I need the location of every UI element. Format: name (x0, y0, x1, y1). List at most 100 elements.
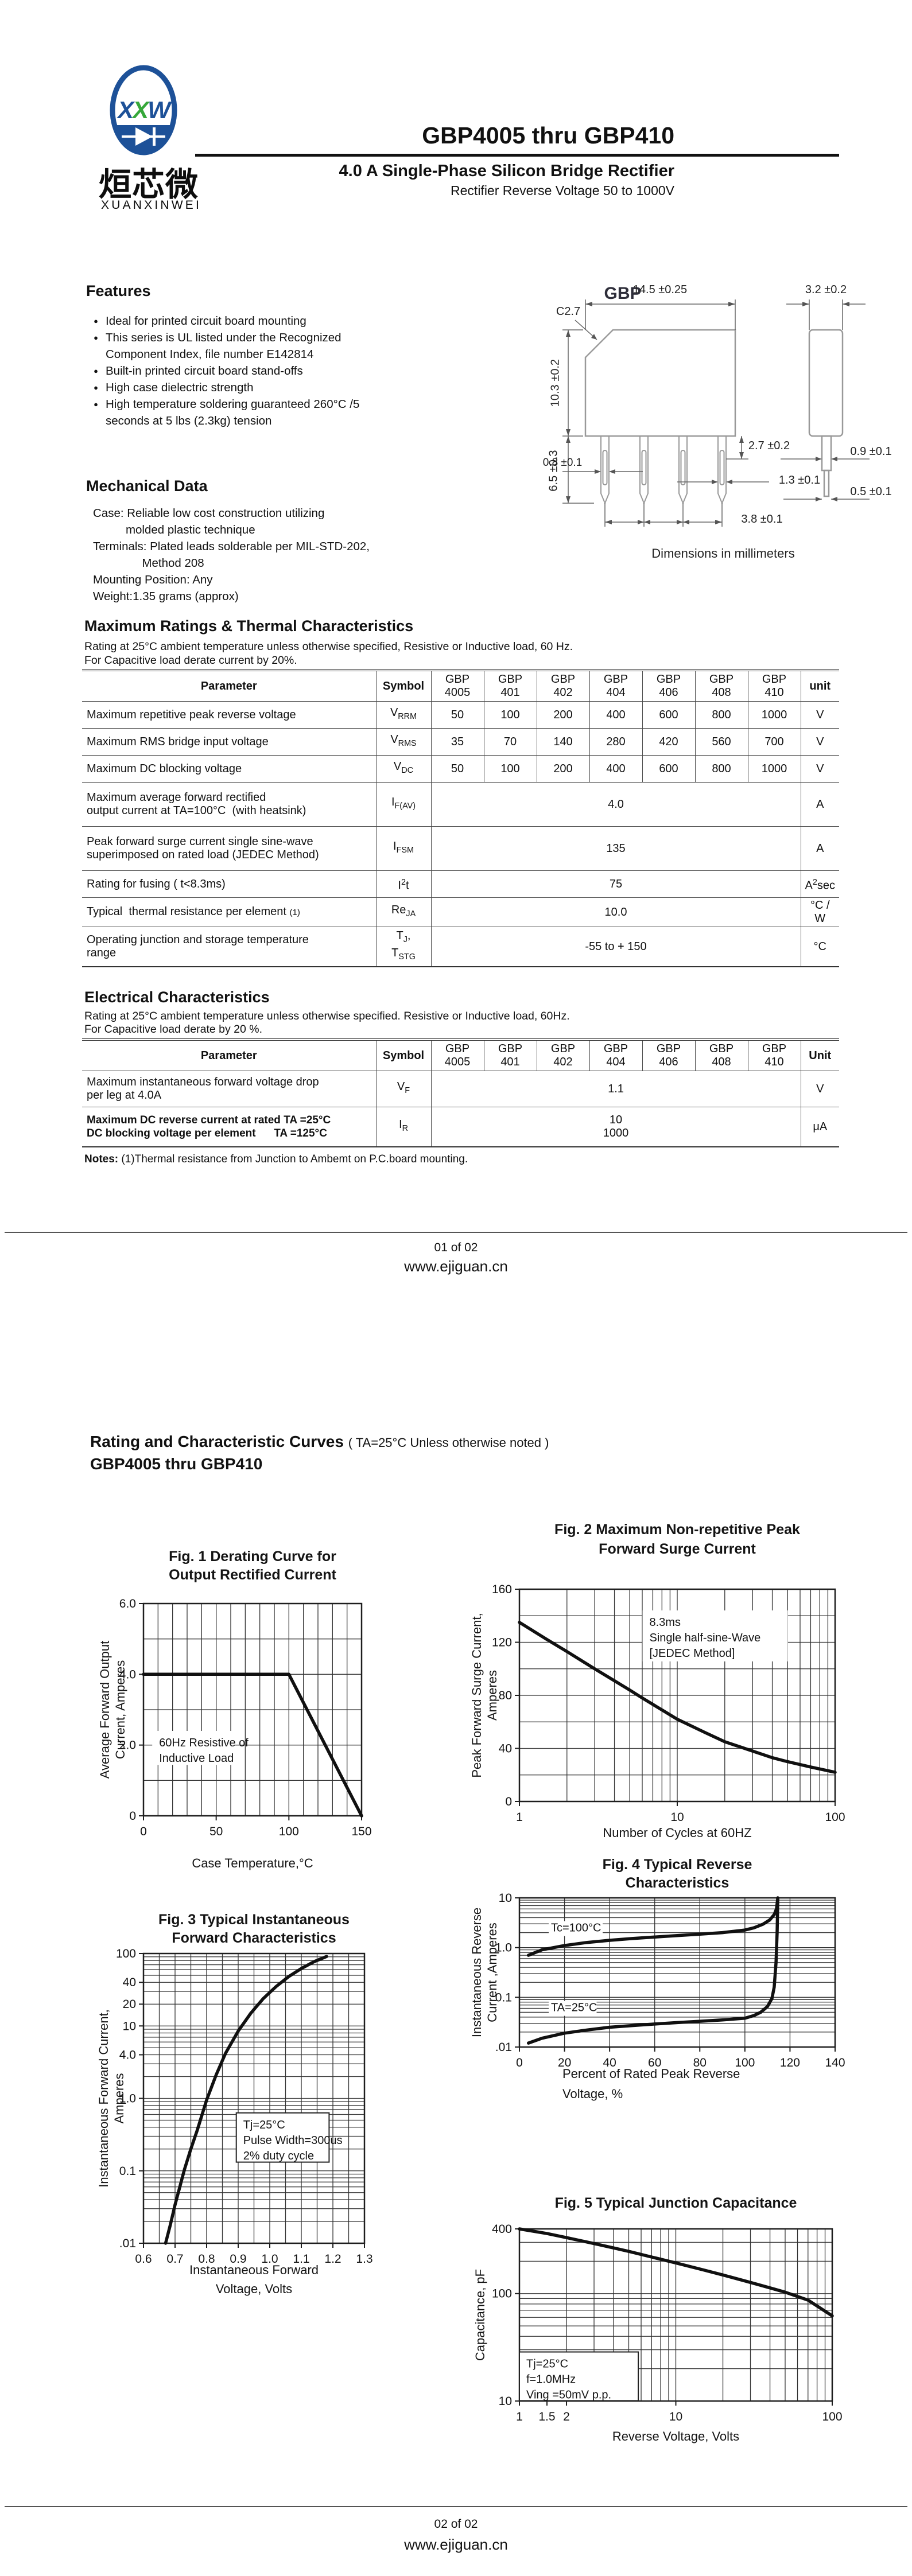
front-view-leads (600, 436, 727, 505)
tick-labels: 1 10 100 0 40 80 120 160 (492, 1583, 845, 1824)
x-tick-label: 0.6 (135, 2252, 152, 2266)
annotation-line: Tj=25°C (243, 2119, 285, 2131)
x-tick-label: 1.5 (538, 2410, 555, 2423)
feature-item: ● Built-in printed circuit board stand-of… (86, 363, 488, 379)
table-cell: VRMS (375, 728, 432, 756)
table-cell: V (800, 728, 839, 756)
table-cell: 400 (589, 701, 643, 729)
y-tick-label: 6.0 (119, 1597, 136, 1610)
annotation-line: Ving =50mV p.p. (526, 2389, 611, 2402)
col-header: GBP 402 (536, 1039, 590, 1071)
grid (143, 1954, 364, 2243)
page-number-2: 02 of 02 (434, 2517, 478, 2531)
x-axis-label: Instantaneous Forward (189, 2263, 319, 2277)
feature-item: ● Ideal for printed circuit board mountin… (86, 313, 488, 329)
page-subtitle: 4.0 A Single-Phase Silicon Bridge Rectif… (339, 162, 674, 180)
annotation-line: 8.3ms (650, 1616, 681, 1629)
x-tick-label: 140 (825, 2056, 845, 2069)
x-tick-label: 2 (563, 2410, 570, 2423)
table-cell: 600 (642, 755, 696, 783)
table-cell: V (800, 701, 839, 729)
table-cell: 135 (430, 826, 801, 871)
grid (143, 1604, 362, 1816)
dim-side-tip: 0.5 ±0.1 (850, 485, 892, 498)
table-cell: 800 (694, 755, 748, 783)
x-tick-label: 1 (516, 2410, 523, 2423)
electrical-table: Parameter Symbol GBP 4005 GBP 401 GBP 402 GBP 404… (82, 1038, 839, 1147)
dim-pitch: 3.8 ±0.1 (741, 513, 783, 526)
table-cell: -55 to + 150 (430, 927, 801, 967)
dim-side-width: 3.2 ±0.2 (805, 283, 847, 296)
y-tick-label: .01 (119, 2237, 136, 2250)
page-number-1: 01 of 02 (434, 1241, 478, 1254)
table-row: Maximum DC reverse current at rated TA =… (82, 1107, 839, 1147)
curves-heading-line2: GBP4005 thru GBP410 (90, 1455, 263, 1473)
table-cell: Maximum DC blocking voltage (82, 755, 377, 783)
series-label-bg (549, 2001, 597, 2016)
table-notes: Notes: (1)Thermal resistance from Juncti… (84, 1153, 842, 1166)
annotation-box (519, 2351, 639, 2402)
y-axis-label: Current ,Amperes (485, 1923, 499, 2022)
max-ratings-heading: Maximum Ratings & Thermal Characteristic… (84, 617, 414, 635)
y-axis-label: Current, Amperes (113, 1660, 127, 1759)
footer-rule-2 (5, 2506, 907, 2507)
table-row: Operating junction and storage temperatu… (82, 927, 839, 967)
y-tick-label: 40 (499, 1742, 512, 1756)
table-cell: Operating junction and storage temperatu… (82, 927, 377, 967)
table-cell: 800 (694, 701, 748, 729)
table-cell: 35 (430, 728, 484, 756)
series-label: TA=25°C (551, 2002, 597, 2014)
annotation-line: Inductive Load (159, 1752, 234, 1765)
bullet-icon: ● (94, 317, 98, 325)
table-cell: A (800, 782, 839, 827)
table-cell: 700 (747, 728, 801, 756)
table-cell: IR (375, 1107, 432, 1147)
col-header: GBP 410 (747, 670, 801, 702)
dim-chamfer: C2.7 (556, 305, 581, 318)
y-tick-label: 100 (116, 1947, 136, 1960)
bullet-icon (86, 346, 106, 363)
chart-title: Characteristics (626, 1875, 729, 1891)
table-cell: 140 (536, 728, 590, 756)
y-tick-label: 400 (492, 2223, 512, 2236)
data-table: Parameter Symbol GBP 4005 GBP 401 GBP 402 GBP 404… (82, 669, 839, 967)
mechanical-line: Method 208 (93, 557, 204, 570)
table-row: Maximum repetitive peak reverse voltage V… (82, 701, 839, 729)
company-name-cn: 烜芯微 (99, 166, 199, 203)
mechanical-list: Case: Reliable low cost construction uti… (93, 505, 495, 605)
annotation-line: 60Hz Resistive of (159, 1737, 249, 1749)
y-axis-label: Amperes (112, 2073, 126, 2123)
title-rule (195, 154, 839, 157)
feature-item: ● High temperature soldering guaranteed 2… (86, 396, 488, 429)
table-row: Maximum average forward rectified output … (82, 782, 839, 827)
table-cell: I2t (375, 870, 432, 898)
x-tick-label: 150 (351, 1825, 371, 1838)
max-ratings-sub2: For Capacitive load derate current by 20… (84, 654, 297, 667)
feature-text: seconds at 5 lbs (2.3kg) tension (106, 414, 272, 427)
bullet-icon: ● (94, 333, 98, 342)
fig3-svg: 0.6 0.7 0.8 0.9 1.0 1.1 1.2 1.3 100 40 20 10 4.0 1.0 0… (96, 1912, 373, 2296)
table-cell: A (800, 826, 839, 871)
annotation-line: 2% duty cycle (243, 2150, 314, 2162)
plot-border (518, 1897, 836, 2048)
x-tick-label: 0.8 (198, 2252, 215, 2266)
y-tick-label: 10 (123, 2019, 136, 2033)
feature-item: ● High case dielectric strength (86, 379, 488, 396)
x-tick-label: 1.2 (324, 2252, 341, 2266)
table-cell: 200 (536, 701, 590, 729)
annotation-box (642, 1610, 788, 1661)
notes-label: Notes: (84, 1153, 119, 1165)
y-tick-label: 4.0 (119, 2048, 136, 2061)
curve-forward (164, 1955, 328, 2245)
col-header: Unit (800, 1039, 839, 1071)
table-cell: Peak forward surge current single sine-w… (82, 826, 377, 871)
table-cell: IFSM (375, 826, 432, 871)
curve-Tc=100°C (526, 1896, 779, 1957)
tick-labels: 0 20 40 60 80 100 120 140 10 1.0 0.1 .01 (495, 1892, 845, 2069)
table-cell: 400 (589, 755, 643, 783)
x-axis-label: Voltage, % (562, 2087, 623, 2101)
col-header: GBP 406 (642, 1039, 696, 1071)
table-cell: °C / W (800, 897, 839, 927)
table-cell: VRRM (375, 701, 432, 729)
website-url-2: www.ejiguan.cn (404, 2536, 508, 2553)
